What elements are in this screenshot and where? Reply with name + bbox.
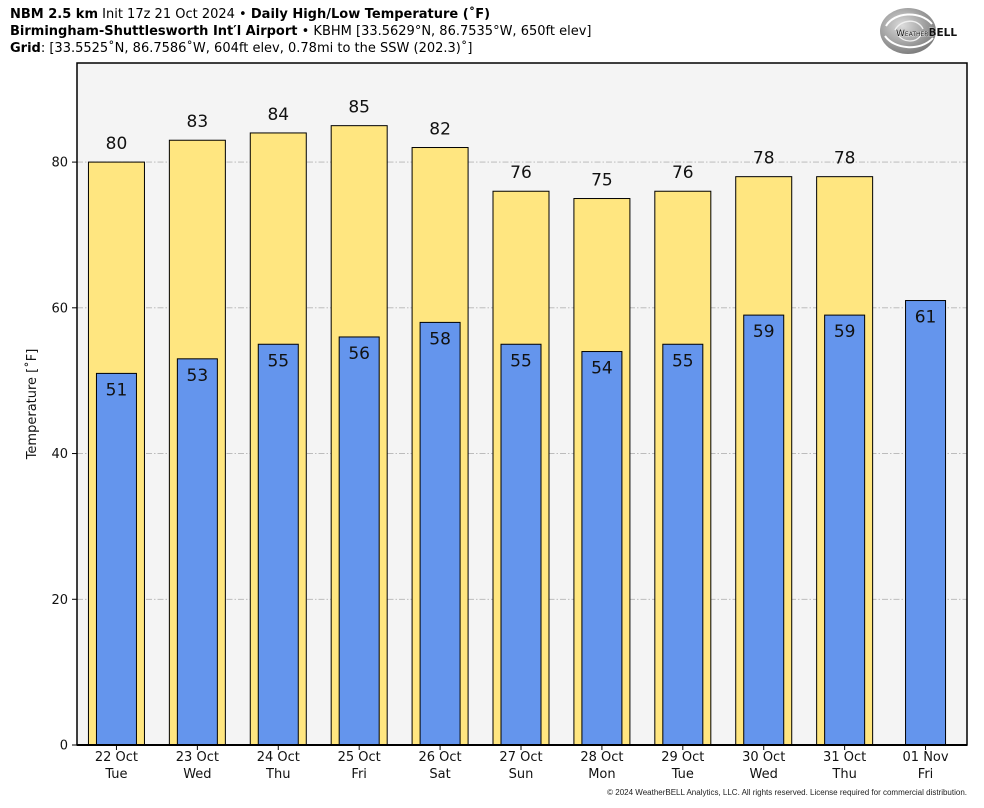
copyright-footer: © 2024 WeatherBELL Analytics, LLC. All r… (607, 788, 967, 797)
weatherbell-logo: WeatherBELL (880, 8, 958, 54)
high-value-label: 85 (348, 98, 370, 118)
chart-header: NBM 2.5 km Init 17z 21 Oct 2024 • Daily … (10, 6, 591, 57)
x-tick-sublabel: Thu (831, 767, 856, 782)
x-tick-sublabel: Tue (671, 767, 694, 782)
high-value-label: 78 (753, 149, 775, 169)
y-tick-label: 80 (51, 156, 68, 171)
low-bar (743, 314, 785, 746)
x-tick-sublabel: Wed (750, 767, 778, 782)
low-value-label: 58 (429, 329, 451, 349)
y-tick-label: 40 (51, 447, 68, 462)
header-grid-line: Grid: [33.5525˚N, 86.7586˚W, 604ft elev,… (10, 40, 591, 57)
high-value-label: 80 (106, 134, 128, 154)
low-bar (500, 343, 542, 746)
station-details: • KBHM [33.5629°N, 86.7535°W, 650ft elev… (301, 24, 592, 39)
x-tick-label: 31 Oct (823, 750, 866, 765)
x-tick-sublabel: Thu (265, 767, 290, 782)
high-value-label: 82 (429, 120, 451, 140)
low-bar (905, 300, 947, 746)
init-time: Init 17z 21 Oct 2024 • (102, 7, 247, 22)
x-tick-label: 30 Oct (742, 750, 785, 765)
swirl-icon (880, 8, 936, 54)
header-station-line: Birmingham-Shuttlesworth Int′l Airport •… (10, 23, 591, 40)
y-tick-label: 0 (60, 739, 68, 754)
low-value-label: 59 (753, 322, 775, 342)
low-value-label: 55 (510, 351, 532, 371)
x-tick-sublabel: Tue (104, 767, 127, 782)
x-tick-label: 22 Oct (95, 750, 138, 765)
low-value-label: 53 (187, 366, 209, 386)
y-axis-label: Temperature [˚F] (24, 349, 40, 461)
high-value-label: 83 (187, 112, 209, 132)
low-value-label: 61 (915, 308, 937, 328)
high-value-label: 84 (267, 105, 289, 125)
x-tick-label: 27 Oct (499, 750, 542, 765)
x-tick-label: 28 Oct (580, 750, 623, 765)
x-tick-label: 24 Oct (257, 750, 300, 765)
low-value-label: 54 (591, 359, 613, 379)
high-value-label: 76 (510, 163, 532, 183)
chart-title: Daily High/Low Temperature (˚F) (250, 7, 491, 22)
low-bar (257, 343, 299, 746)
grid-label: Grid (10, 41, 41, 56)
low-value-label: 56 (348, 344, 370, 364)
low-value-label: 55 (672, 351, 694, 371)
high-value-label: 76 (672, 163, 694, 183)
low-value-label: 59 (834, 322, 856, 342)
high-value-label: 75 (591, 171, 613, 191)
x-tick-sublabel: Fri (351, 767, 367, 782)
x-tick-sublabel: Mon (588, 767, 615, 782)
y-tick-label: 20 (51, 593, 68, 608)
station-name: Birmingham-Shuttlesworth Int′l Airport (10, 24, 298, 39)
low-bar (581, 351, 623, 746)
x-tick-label: 01 Nov (903, 750, 949, 765)
x-tick-sublabel: Sun (509, 767, 534, 782)
header-title-line: NBM 2.5 km Init 17z 21 Oct 2024 • Daily … (10, 6, 591, 23)
low-bar (419, 321, 461, 746)
low-value-label: 51 (106, 380, 128, 400)
x-tick-sublabel: Sat (429, 767, 450, 782)
x-tick-sublabel: Fri (918, 767, 934, 782)
x-tick-label: 29 Oct (661, 750, 704, 765)
x-tick-label: 25 Oct (338, 750, 381, 765)
x-tick-sublabel: Wed (183, 767, 211, 782)
low-bar (95, 372, 137, 746)
low-bar (176, 358, 218, 746)
model-name: NBM 2.5 km (10, 7, 98, 22)
low-bar (824, 314, 866, 746)
low-bar (338, 336, 380, 746)
logo-wordmark: WeatherBELL (896, 27, 957, 39)
x-tick-label: 26 Oct (419, 750, 462, 765)
low-bar (662, 343, 704, 746)
y-tick-label: 60 (51, 301, 68, 316)
high-value-label: 78 (834, 149, 856, 169)
x-tick-label: 23 Oct (176, 750, 219, 765)
low-value-label: 55 (267, 351, 289, 371)
grid-details: : [33.5525˚N, 86.7586˚W, 604ft elev, 0.7… (40, 41, 473, 56)
